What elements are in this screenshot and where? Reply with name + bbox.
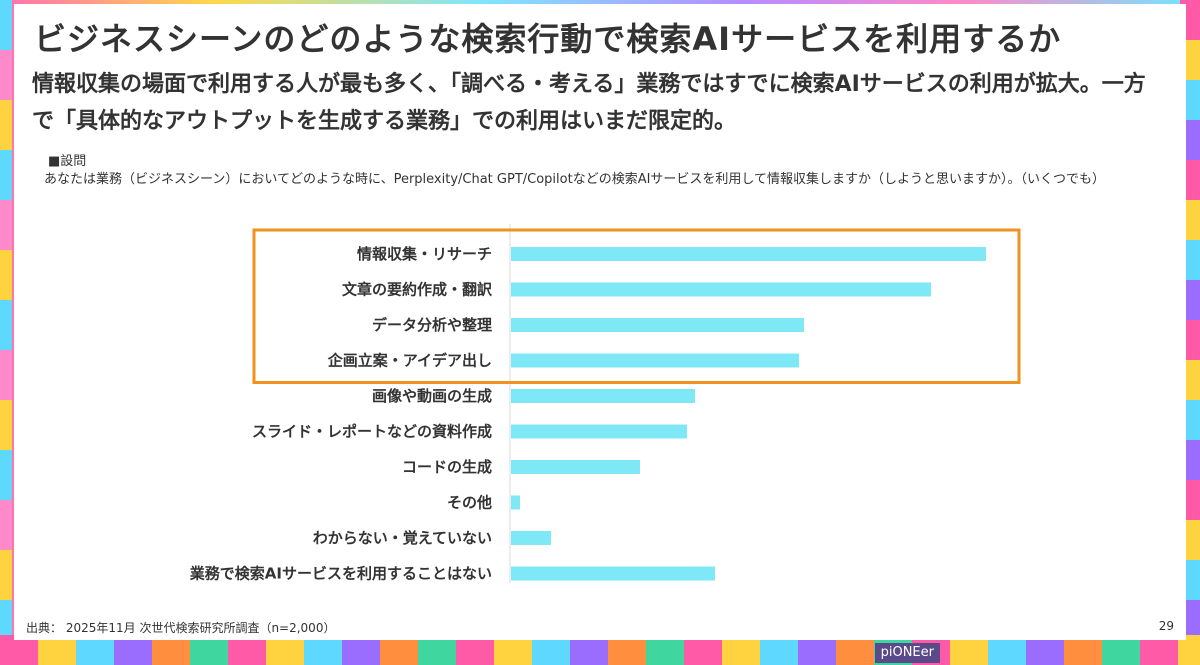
corner-logo-label: piONEer: [874, 643, 940, 663]
category-label: 文章の要約作成・翻訳: [342, 281, 493, 299]
question-text: あなたは業務（ビジネスシーン）においてどのような時に、Perplexity/Ch…: [44, 172, 1106, 187]
decorative-bottom-strip: [0, 635, 1200, 665]
category-label: その他: [447, 494, 492, 512]
bar: [511, 282, 931, 297]
bar-chart: 情報収集・リサーチ文章の要約作成・翻訳データ分析や整理企画立案・アイデア出し画像…: [189, 224, 1021, 583]
category-label: 情報収集・リサーチ: [357, 245, 492, 263]
slide-title: ビジネスシーンのどのような検索行動で検索AIサービスを利用するか: [34, 20, 1062, 58]
bar: [511, 318, 804, 332]
bar: [511, 566, 715, 581]
bar: [511, 531, 551, 545]
bar: [511, 460, 640, 474]
question-heading: ■設問: [48, 154, 87, 169]
category-label: 企画立案・アイデア出し: [327, 352, 492, 370]
category-label: コードの生成: [402, 458, 492, 476]
bar: [511, 353, 799, 368]
highlight-box: [252, 228, 1021, 384]
category-label: スライド・レポートなどの資料作成: [252, 423, 492, 441]
bar: [511, 424, 687, 439]
category-label: データ分析や整理: [372, 316, 492, 334]
slide-subtitle: 情報収集の場面で利用する人が最も多く、「調べる・考える」業務ではすでに検索AIサ…: [32, 72, 1146, 134]
category-label: わからない・覚えていない: [313, 529, 492, 547]
category-label: 業務で検索AIサービスを利用することはない: [189, 565, 492, 583]
bar: [511, 389, 695, 403]
category-label: 画像や動画の生成: [372, 387, 492, 405]
page-number: 29: [1158, 619, 1174, 633]
decorative-left-border: [0, 0, 12, 665]
bar: [511, 495, 520, 510]
slide: ビジネスシーンのどのような検索行動で検索AIサービスを利用するか 情報収集の場面…: [14, 4, 1186, 640]
bar: [511, 247, 986, 261]
source-note: 出典： 2025年11月 次世代検索研究所調査（n=2,000）: [26, 621, 336, 635]
